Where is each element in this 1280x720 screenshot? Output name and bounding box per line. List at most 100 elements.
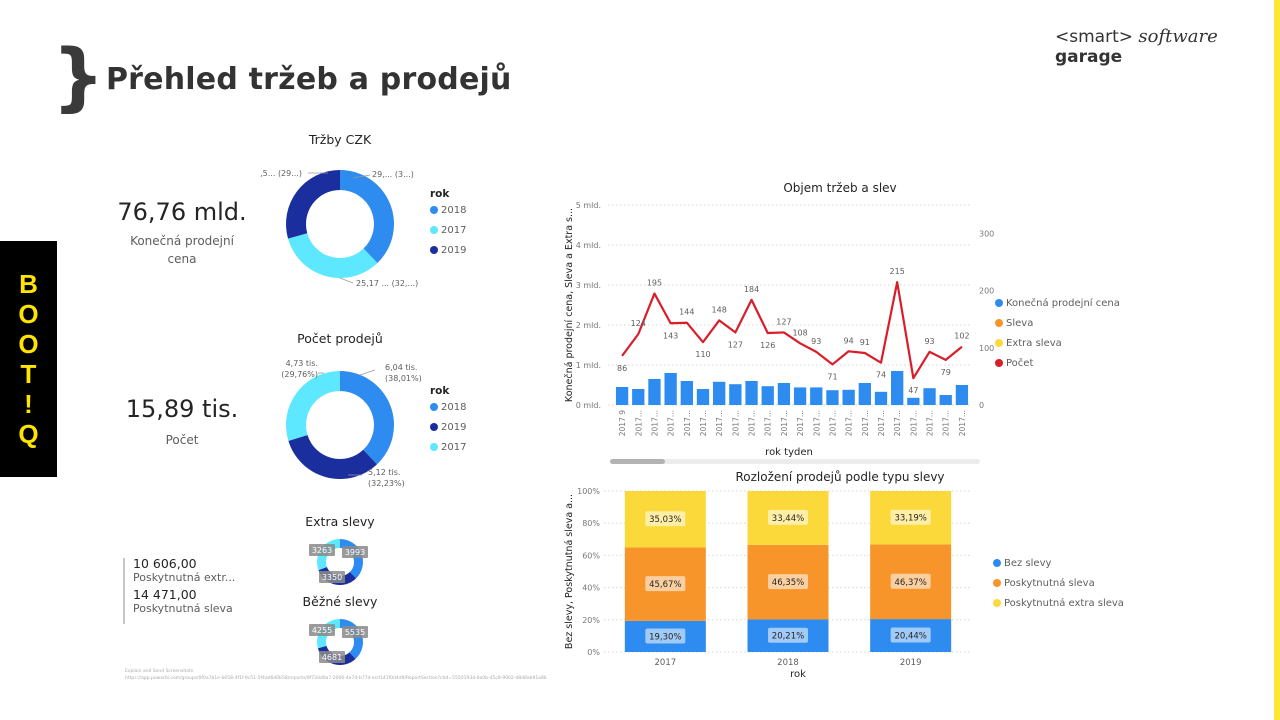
line-data-label: 124: [631, 319, 646, 328]
bar[interactable]: [632, 389, 645, 405]
y-tick-label: 0%: [587, 648, 600, 657]
x-tick-label: 2017...: [877, 410, 886, 436]
legend-item[interactable]: Extra sleva: [995, 333, 1120, 353]
donut-slice[interactable]: [340, 371, 394, 465]
line-series-pocet[interactable]: [621, 281, 963, 380]
donut-slice[interactable]: [288, 233, 378, 278]
donut-slice[interactable]: [286, 371, 340, 441]
bootiq-letter: Q: [18, 419, 39, 449]
bar[interactable]: [874, 391, 888, 405]
bar[interactable]: [745, 381, 758, 405]
data-label: 33,19%: [894, 514, 926, 524]
chart-pocet-prodeju[interactable]: Počet prodejů 6,04 tis. (38,01%) 5,12 tis.…: [260, 327, 490, 497]
y-tick-label: 2 mld.: [576, 321, 601, 330]
data-label-bg: [342, 546, 368, 558]
y2-tick-label: 100: [979, 344, 994, 353]
chart-title: Objem tržeb a slev: [783, 181, 896, 195]
x-axis-title: rok: [790, 669, 806, 680]
y2-tick-label: 200: [979, 287, 994, 296]
line-data-label: 86: [617, 364, 627, 373]
bar[interactable]: [648, 379, 661, 405]
bar[interactable]: [955, 385, 969, 405]
bootiq-letter: !: [24, 389, 33, 419]
bar[interactable]: [842, 389, 855, 405]
chart-bezne-slevy[interactable]: Běžné slevy 5535 4681 4255: [290, 592, 390, 672]
legend-item[interactable]: 2017: [430, 437, 466, 457]
legend-label: 2017: [441, 224, 467, 236]
donut-svg: 3993 3350 3263: [309, 539, 368, 585]
legend-item[interactable]: 2019: [430, 417, 466, 437]
donut-slice[interactable]: [288, 435, 377, 479]
legend-dot-icon: [995, 319, 1003, 327]
kpi-card-sales[interactable]: 76,76 mld. Konečná prodejní cena: [112, 198, 252, 268]
data-label: 3263: [312, 546, 332, 555]
multi-row-card[interactable]: 10 606,00 Poskytnutná extr... 14 471,00 …: [133, 556, 235, 615]
extra-discount-value: 10 606,00: [133, 556, 197, 571]
logo-software: software: [1138, 26, 1218, 47]
bar[interactable]: [664, 373, 677, 405]
bar[interactable]: [793, 387, 807, 405]
kpi-count-value: 15,89 tis.: [125, 395, 239, 423]
card-divider: [123, 558, 125, 624]
legend-item[interactable]: Poskytnutná extra sleva: [993, 593, 1124, 613]
bar[interactable]: [923, 388, 936, 405]
chart-trzby-czk[interactable]: Tržby CZK 29,... (3...) 25,17 ... (32,...…: [260, 128, 490, 303]
bar[interactable]: [761, 386, 774, 405]
legend-dot-icon: [430, 423, 438, 431]
y-tick-label: 1 mld.: [576, 361, 601, 370]
legend-item[interactable]: Bez slevy: [993, 553, 1124, 573]
legend-item[interactable]: 2018: [430, 200, 466, 220]
bar[interactable]: [713, 381, 726, 405]
legend-item[interactable]: 2018: [430, 397, 466, 417]
data-label: (38,01%): [385, 374, 422, 383]
chart-rozlozeni-prodeju[interactable]: Rozložení prodejů podle typu slevy Bez sl…: [560, 465, 1130, 685]
x-tick-label: 2017...: [828, 410, 837, 436]
footer-note: Explain and Send Screenshots https://app…: [125, 668, 565, 682]
legend-item[interactable]: 2017: [430, 220, 466, 240]
footer-url[interactable]: https://app.powerbi.com/groups/0f0a7b1e-…: [125, 676, 547, 681]
bar[interactable]: [939, 395, 952, 405]
legend-item[interactable]: Sleva: [995, 313, 1120, 333]
y-axis-title: Bez slevy, Poskytnutná sleva a...: [564, 494, 575, 649]
data-label: 35,03%: [649, 515, 681, 525]
data-label: 25,17 ... (32,...): [356, 279, 418, 288]
bar[interactable]: [826, 390, 839, 405]
legend-dot-icon: [995, 299, 1003, 307]
bar[interactable]: [858, 383, 871, 405]
kpi-sales-value: 76,76 mld.: [117, 198, 247, 226]
x-tick-label: 2017...: [699, 410, 708, 436]
bar[interactable]: [891, 371, 904, 405]
chart-extra-slevy[interactable]: Extra slevy 3993 3350 3263: [290, 512, 390, 592]
bar[interactable]: [680, 381, 693, 405]
bootiq-letter: T: [20, 359, 37, 389]
bar[interactable]: [729, 384, 742, 405]
legend-item[interactable]: Konečná prodejní cena: [995, 293, 1120, 313]
legend-item[interactable]: 2019: [430, 240, 466, 260]
x-axis-title: rok tyden: [765, 447, 813, 458]
scrollbar-thumb[interactable]: [610, 459, 665, 464]
page-title: Přehled tržeb a prodejů: [106, 62, 512, 97]
legend-label: 2018: [441, 401, 467, 413]
donut-slice[interactable]: [286, 170, 340, 239]
y-tick-label: 20%: [582, 616, 600, 625]
extra-discount-label: Poskytnutná extr...: [133, 571, 236, 584]
donut-slice[interactable]: [340, 170, 394, 264]
bar[interactable]: [696, 389, 710, 405]
x-tick-label: 2017...: [634, 410, 643, 436]
data-label-bg: [768, 627, 808, 643]
x-tick-label: 2017...: [780, 410, 789, 436]
legend-dot-icon: [993, 599, 1001, 607]
bootiq-letter: O: [18, 329, 39, 359]
legend-dot-icon: [993, 559, 1001, 567]
kpi-count-label: Počet: [165, 433, 199, 447]
bar[interactable]: [907, 397, 920, 405]
legend-item[interactable]: Poskytnutná sleva: [993, 573, 1124, 593]
kpi-card-count[interactable]: 15,89 tis. Počet: [112, 395, 252, 449]
bar[interactable]: [810, 387, 823, 405]
bar[interactable]: [777, 383, 791, 405]
data-label-bg: [768, 574, 808, 590]
bar[interactable]: [615, 387, 629, 405]
scrollbar-track[interactable]: [610, 459, 980, 464]
legend-item[interactable]: Počet: [995, 353, 1120, 373]
chart-objem-trzeb[interactable]: Objem tržeb a slev Konečná prodejní cena,…: [560, 175, 1130, 465]
